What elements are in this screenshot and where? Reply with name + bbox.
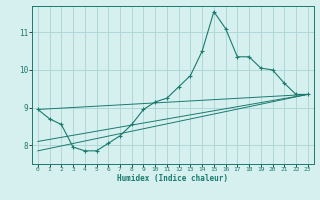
X-axis label: Humidex (Indice chaleur): Humidex (Indice chaleur) bbox=[117, 174, 228, 183]
